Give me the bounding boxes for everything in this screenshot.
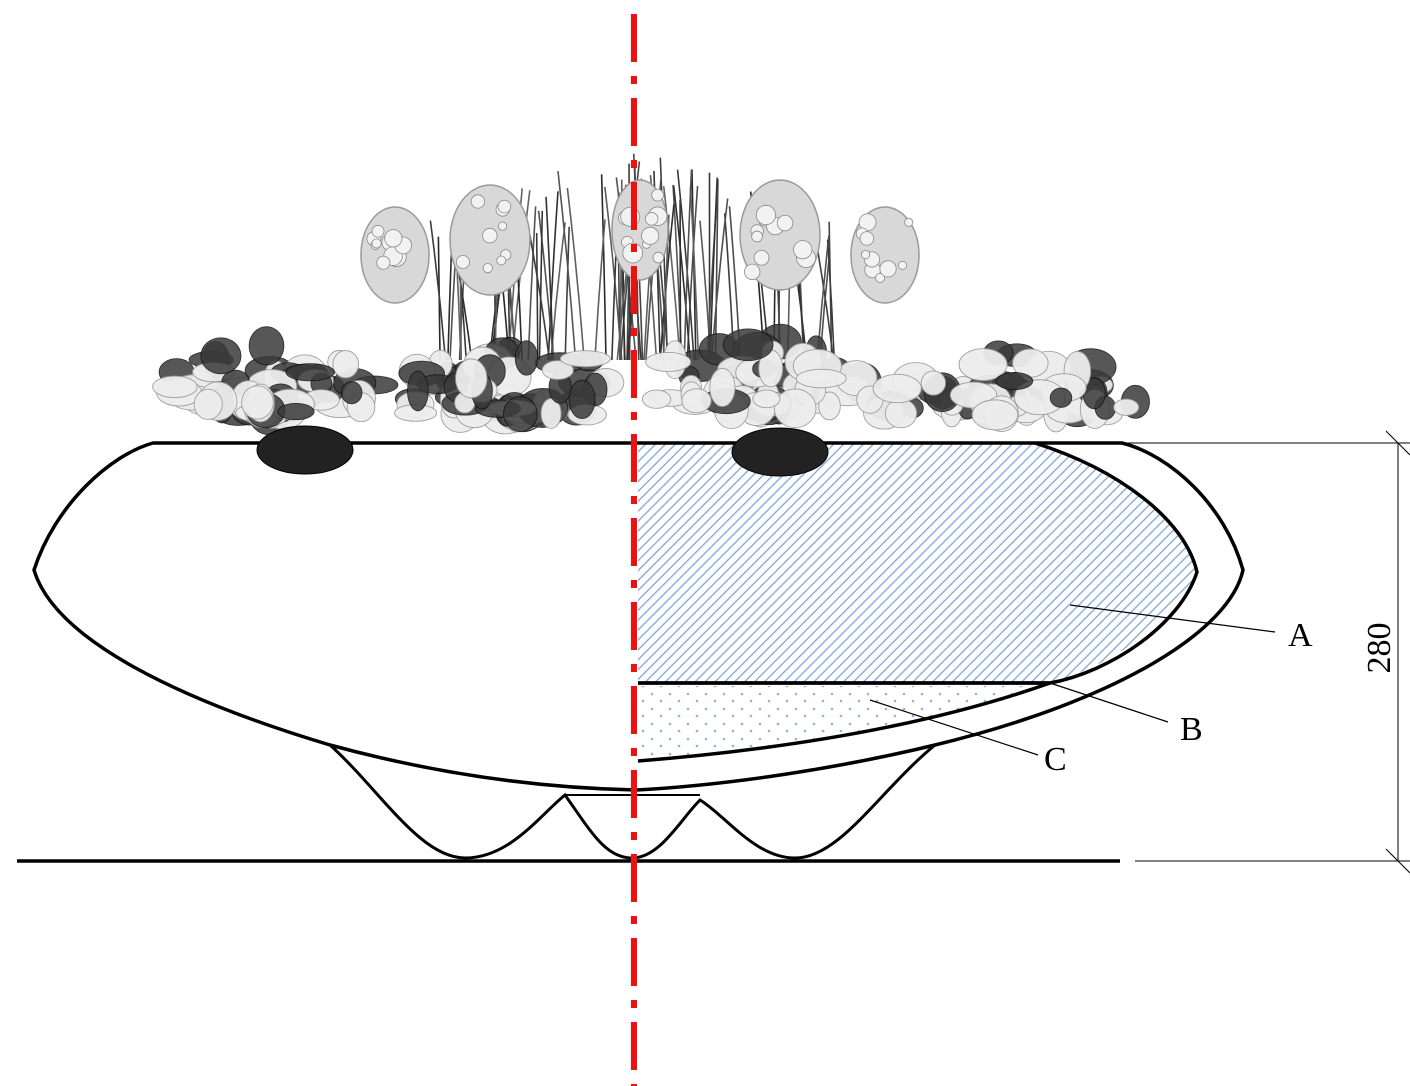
drainage-layer-c [638,686,1050,761]
dimension-text: 280 [1361,623,1398,674]
label-c: C [1044,741,1067,778]
plant-foliage [153,154,1150,476]
label-b: B [1180,711,1203,748]
label-a: A [1288,617,1313,654]
